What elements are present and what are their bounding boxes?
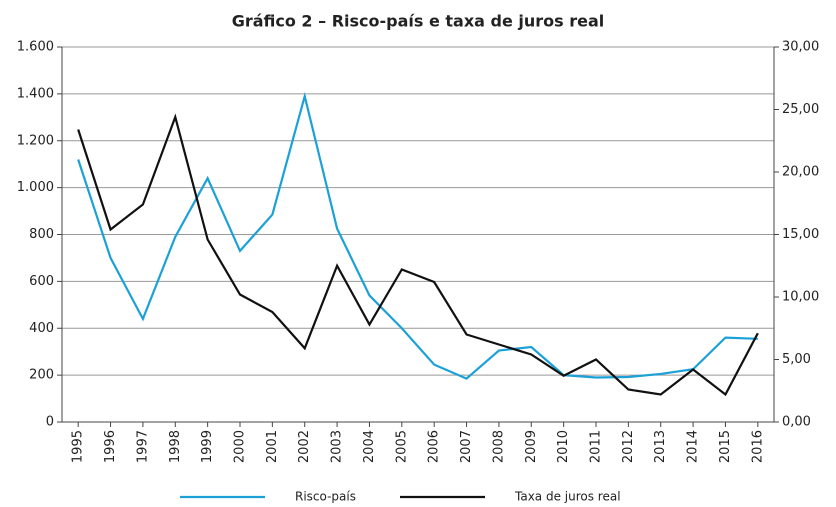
y-tick-label: 0 [46,415,54,430]
x-tick-label: 1995 [71,430,86,463]
x-tick-label: 2016 [750,430,765,463]
chart-title: Gráfico 2 – Risco-país e taxa de juros r… [232,12,605,31]
x-tick-label: 2000 [233,430,248,463]
x-tick-label: 2014 [686,430,701,463]
y-tick-label: 1.400 [17,86,54,101]
y-tick-label: 400 [29,321,54,336]
series-line [77,113,759,397]
y-tick-label: 800 [29,227,54,242]
y2-tick-label: 10,00 [782,290,819,305]
x-tick-label: 2001 [265,430,280,463]
x-tick-label: 1997 [135,430,150,463]
x-tick-label: 2006 [427,430,442,463]
x-tick-label: 2005 [394,430,409,463]
y-tick-label: 1.200 [17,133,54,148]
y2-tick-label: 0,00 [782,415,811,430]
x-tick-label: 1999 [200,430,215,463]
x-tick-label: 2007 [459,430,474,463]
y2-tick-label: 30,00 [782,40,819,55]
legend-label: Risco-país [295,490,356,504]
y-tick-label: 1.600 [17,40,54,55]
x-tick-label: 2012 [621,430,636,463]
series-line [77,91,758,380]
x-tick-label: 2009 [524,430,539,463]
y2-tick-label: 20,00 [782,165,819,180]
x-tick-label: 1996 [103,430,118,463]
y-tick-label: 1.000 [17,180,54,195]
x-tick-label: 2015 [718,430,733,463]
y2-tick-label: 15,00 [782,227,819,242]
y-tick-label: 200 [29,368,54,383]
x-tick-label: 2013 [653,430,668,463]
x-tick-label: 2003 [330,430,345,463]
y-tick-label: 600 [29,274,54,289]
x-tick-label: 1998 [168,430,183,463]
x-tick-label: 2010 [556,430,571,463]
x-tick-label: 2008 [491,430,506,463]
x-tick-label: 2011 [589,430,604,463]
x-tick-label: 2002 [297,430,312,463]
legend-label: Taxa de juros real [514,490,621,504]
y2-tick-label: 25,00 [782,102,819,117]
y2-tick-label: 5,00 [782,352,811,367]
x-tick-label: 2004 [362,430,377,463]
